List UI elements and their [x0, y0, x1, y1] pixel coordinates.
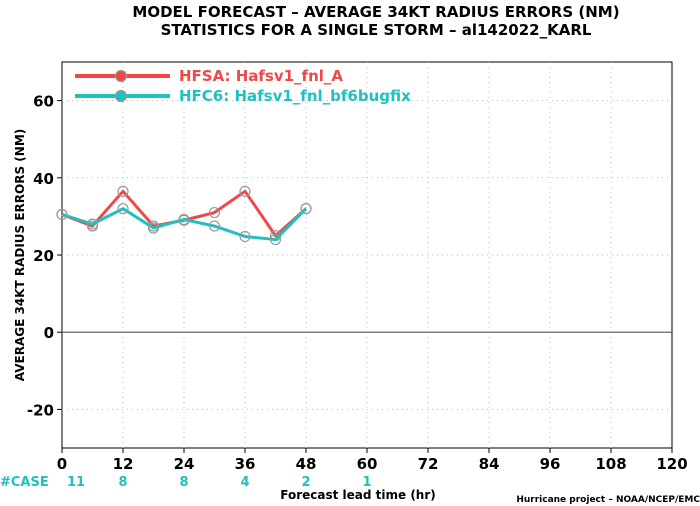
- data-point: [56, 208, 68, 221]
- grid: [62, 62, 672, 448]
- chart-title-line2: STATISTICS FOR A SINGLE STORM – al142022…: [161, 21, 592, 39]
- legend-label: HFC6: Hafsv1_fnl_bf6bugfix: [179, 87, 411, 105]
- legend-marker: [114, 69, 128, 83]
- x-axis-label: Forecast lead time (hr): [280, 488, 436, 502]
- data-point: [147, 222, 160, 234]
- legend-marker: [114, 89, 128, 103]
- case-counts: #CASE 11 8 8 4 2 1: [0, 475, 372, 490]
- legend-label: HFSA: Hafsv1_fnl_A: [179, 67, 343, 85]
- x-tick-label: 48: [296, 455, 317, 473]
- case-count: 1: [362, 475, 371, 490]
- x-tick-label: 120: [656, 455, 687, 473]
- data-point: [208, 220, 221, 232]
- y-tick-label: 60: [33, 93, 54, 111]
- y-tick-label: 20: [33, 247, 54, 265]
- series-1: [56, 203, 312, 246]
- data-point: [239, 185, 251, 197]
- chart-title-line1: MODEL FORECAST – AVERAGE 34KT RADIUS ERR…: [132, 3, 619, 21]
- case-count: 4: [240, 475, 249, 490]
- data-point: [239, 230, 251, 243]
- x-tick-label: 12: [113, 455, 134, 473]
- data-point: [117, 203, 129, 215]
- data-point: [300, 203, 312, 215]
- x-tick-label: 108: [595, 455, 626, 473]
- x-tick-label: 72: [418, 455, 439, 473]
- y-tick-labels: -20 0 20 40 60: [27, 93, 62, 419]
- data-point: [208, 206, 221, 219]
- data-point: [86, 218, 99, 230]
- case-label: #CASE: [0, 475, 49, 490]
- data-point: [269, 233, 282, 246]
- credit: Hurricane project – NOAA/NCEP/EMC: [516, 495, 700, 505]
- x-tick-labels: 0 12 24 36 48 60 72 84 96 108 120: [57, 448, 688, 473]
- data-point: [178, 213, 190, 226]
- legend: HFSA: Hafsv1_fnl_A HFC6: Hafsv1_fnl_bf6bu…: [75, 67, 411, 105]
- x-tick-label: 84: [479, 455, 500, 473]
- x-tick-label: 60: [357, 455, 378, 473]
- case-count: 8: [118, 475, 127, 490]
- y-axis-label: AVERAGE 34KT RADIUS ERRORS (NM): [13, 129, 27, 381]
- x-tick-label: 24: [174, 455, 195, 473]
- case-count: 2: [301, 475, 310, 490]
- x-tick-label: 96: [540, 455, 561, 473]
- x-tick-label: 36: [235, 455, 256, 473]
- y-tick-label: -20: [27, 401, 54, 419]
- data-point: [117, 185, 129, 197]
- case-count: 8: [179, 475, 188, 490]
- x-tick-label: 0: [57, 455, 67, 473]
- series-group: [56, 185, 312, 246]
- y-tick-label: 40: [33, 170, 54, 188]
- case-count: 11: [67, 475, 85, 490]
- y-tick-label: 0: [44, 324, 54, 342]
- series-line: [61, 207, 308, 242]
